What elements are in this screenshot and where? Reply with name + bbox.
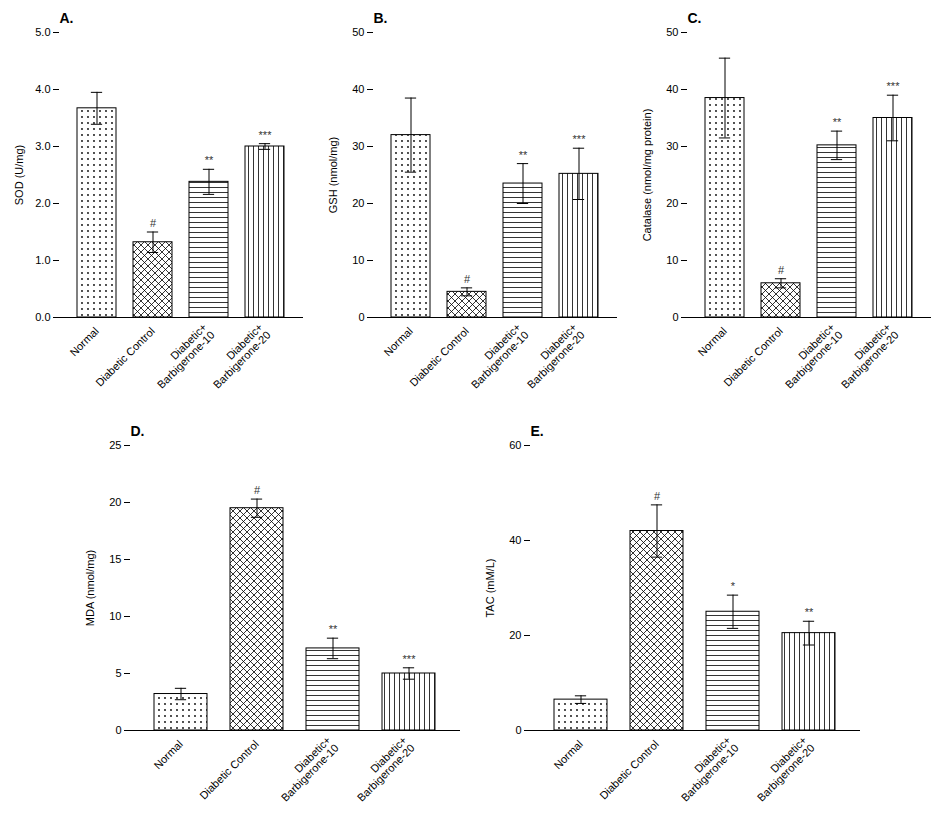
svg-text:TAC (mM/L): TAC (mM/L)	[484, 558, 496, 617]
svg-text:5: 5	[115, 667, 121, 679]
svg-text:Normal: Normal	[151, 738, 185, 772]
svg-text:B.: B.	[374, 10, 388, 26]
svg-text:40: 40	[352, 83, 364, 95]
svg-text:***: ***	[573, 133, 587, 145]
svg-text:0.0: 0.0	[35, 311, 50, 323]
svg-text:Diabetic Control: Diabetic Control	[597, 738, 661, 802]
svg-text:Diabetic Control: Diabetic Control	[721, 325, 785, 389]
svg-text:15: 15	[109, 553, 121, 565]
svg-text:Diabetic Control: Diabetic Control	[93, 325, 157, 389]
svg-text:Diabetic Control: Diabetic Control	[407, 325, 471, 389]
svg-text:#: #	[150, 217, 157, 229]
svg-text:1.0: 1.0	[35, 254, 50, 266]
svg-text:Diabetic+Barbigerone-10: Diabetic+Barbigerone-10	[271, 734, 341, 804]
svg-text:**: **	[205, 154, 214, 166]
svg-text:20: 20	[509, 629, 521, 641]
svg-text:C.: C.	[688, 10, 702, 26]
svg-text:D.: D.	[131, 423, 145, 439]
svg-text:#: #	[254, 484, 261, 496]
svg-text:Normal: Normal	[695, 325, 729, 359]
svg-text:60: 60	[509, 439, 521, 451]
svg-text:50: 50	[666, 26, 678, 38]
svg-text:0: 0	[515, 724, 521, 736]
svg-text:30: 30	[666, 140, 678, 152]
svg-text:40: 40	[509, 534, 521, 546]
svg-text:Diabetic+Barbigerone-20: Diabetic+Barbigerone-20	[831, 321, 901, 391]
svg-text:***: ***	[403, 653, 417, 665]
svg-text:20: 20	[666, 197, 678, 209]
svg-text:*: *	[731, 580, 736, 592]
svg-text:10: 10	[352, 254, 364, 266]
svg-text:3.0: 3.0	[35, 140, 50, 152]
svg-text:#: #	[778, 264, 785, 276]
svg-text:GSH (nmol/mg): GSH (nmol/mg)	[327, 137, 339, 213]
svg-text:A.: A.	[60, 10, 74, 26]
svg-text:Diabetic+Barbigerone-20: Diabetic+Barbigerone-20	[203, 321, 273, 391]
svg-text:10: 10	[109, 610, 121, 622]
svg-text:**: **	[833, 116, 842, 128]
svg-text:#: #	[464, 273, 471, 285]
svg-text:Diabetic+Barbigerone-10: Diabetic+Barbigerone-10	[775, 321, 845, 391]
svg-text:10: 10	[666, 254, 678, 266]
svg-text:**: **	[805, 606, 814, 618]
svg-text:Normal: Normal	[67, 325, 101, 359]
svg-text:20: 20	[109, 496, 121, 508]
svg-text:Catalase (nmol/mg protein): Catalase (nmol/mg protein)	[641, 109, 653, 242]
svg-text:2.0: 2.0	[35, 197, 50, 209]
svg-text:Diabetic+Barbigerone-10: Diabetic+Barbigerone-10	[671, 734, 741, 804]
svg-text:Diabetic+Barbigerone-10: Diabetic+Barbigerone-10	[461, 321, 531, 391]
svg-text:***: ***	[887, 80, 901, 92]
svg-text:Diabetic+Barbigerone-20: Diabetic+Barbigerone-20	[347, 734, 417, 804]
svg-text:50: 50	[352, 26, 364, 38]
svg-text:4.0: 4.0	[35, 83, 50, 95]
svg-text:E.: E.	[531, 423, 544, 439]
svg-text:**: **	[519, 149, 528, 161]
svg-text:#: #	[654, 490, 661, 502]
svg-text:***: ***	[259, 129, 273, 141]
svg-text:0: 0	[672, 311, 678, 323]
svg-text:30: 30	[352, 140, 364, 152]
svg-text:Normal: Normal	[551, 738, 585, 772]
svg-text:MDA (nmol/mg): MDA (nmol/mg)	[84, 550, 96, 626]
svg-text:Diabetic+Barbigerone-10: Diabetic+Barbigerone-10	[147, 321, 217, 391]
svg-text:Diabetic+Barbigerone-20: Diabetic+Barbigerone-20	[517, 321, 587, 391]
svg-text:Diabetic+Barbigerone-20: Diabetic+Barbigerone-20	[747, 734, 817, 804]
svg-text:20: 20	[352, 197, 364, 209]
svg-text:0: 0	[358, 311, 364, 323]
svg-text:0: 0	[115, 724, 121, 736]
svg-text:**: **	[329, 623, 338, 635]
svg-text:5.0: 5.0	[35, 26, 50, 38]
svg-text:25: 25	[109, 439, 121, 451]
svg-text:Normal: Normal	[381, 325, 415, 359]
svg-text:SOD (U/mg): SOD (U/mg)	[13, 145, 25, 206]
svg-text:Diabetic Control: Diabetic Control	[197, 738, 261, 802]
svg-text:40: 40	[666, 83, 678, 95]
